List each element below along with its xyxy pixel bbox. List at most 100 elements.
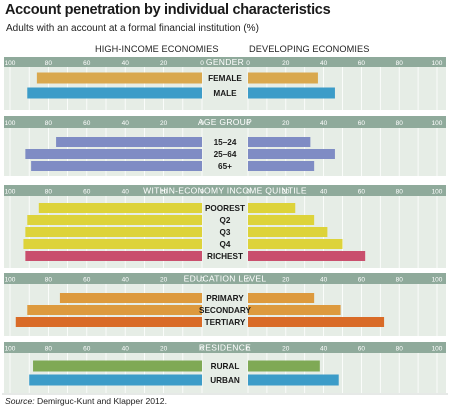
developing-bar <box>248 203 296 213</box>
group-band <box>4 185 446 196</box>
left-tick-label: 80 <box>45 60 53 67</box>
high-income-bar <box>27 215 203 225</box>
right-tick-label: 40 <box>320 60 328 67</box>
left-tick-label: 60 <box>83 60 91 67</box>
category-label: POOREST <box>205 204 245 213</box>
right-tick-label: 0 <box>246 189 250 196</box>
category-label: PRIMARY <box>206 294 244 303</box>
right-tick-label: 60 <box>358 60 366 67</box>
left-tick-label: 40 <box>122 189 130 196</box>
chart-subtitle: Adults with an account at a formal finan… <box>6 23 259 34</box>
left-tick-label: 100 <box>5 60 16 67</box>
group-title: AGE GROUP <box>198 117 252 127</box>
left-tick-label: 0 <box>200 189 204 196</box>
left-tick-label: 40 <box>122 277 130 284</box>
left-tick-label: 0 <box>200 277 204 284</box>
group-band <box>4 273 446 284</box>
left-tick-label: 80 <box>45 189 53 196</box>
right-tick-label: 20 <box>282 189 290 196</box>
high-income-header: HIGH-INCOME ECONOMIES <box>95 44 219 54</box>
developing-bar <box>248 293 315 303</box>
category-label: MALE <box>213 89 237 98</box>
category-label: RICHEST <box>207 252 243 261</box>
developing-bar <box>248 215 315 225</box>
category-label: Q4 <box>220 240 231 249</box>
left-tick-label: 80 <box>45 120 53 127</box>
high-income-bar <box>36 72 202 84</box>
left-tick-label: 20 <box>160 277 168 284</box>
left-tick-label: 60 <box>83 120 91 127</box>
right-tick-label: 80 <box>396 189 404 196</box>
high-income-bar <box>25 251 202 261</box>
right-tick-label: 60 <box>358 189 366 196</box>
left-tick-label: 0 <box>200 120 204 127</box>
high-income-bar <box>33 360 202 372</box>
left-tick-label: 80 <box>45 277 53 284</box>
high-income-bar <box>38 203 202 213</box>
right-tick-label: 80 <box>396 60 404 67</box>
left-tick-label: 20 <box>160 346 168 353</box>
left-tick-label: 40 <box>122 346 130 353</box>
right-tick-label: 40 <box>320 120 328 127</box>
left-tick-label: 100 <box>5 120 16 127</box>
category-label: URBAN <box>210 376 240 385</box>
right-tick-label: 100 <box>432 189 443 196</box>
left-tick-label: 60 <box>83 346 91 353</box>
right-tick-label: 100 <box>432 277 443 284</box>
high-income-bar <box>25 149 202 159</box>
left-tick-label: 20 <box>160 60 168 67</box>
chart-title: Account penetration by individual charac… <box>5 2 331 18</box>
category-label: Q3 <box>220 228 231 237</box>
developing-bar <box>248 149 335 159</box>
right-tick-label: 80 <box>396 346 404 353</box>
category-label: Q2 <box>220 216 231 225</box>
right-tick-label: 0 <box>246 60 250 67</box>
developing-bar <box>248 239 343 249</box>
left-tick-label: 20 <box>160 189 168 196</box>
category-label: 25–64 <box>214 150 237 159</box>
right-tick-label: 20 <box>282 60 290 67</box>
high-income-bar <box>23 239 202 249</box>
left-tick-label: 20 <box>160 120 168 127</box>
group-band <box>4 57 446 67</box>
left-tick-label: 60 <box>83 277 91 284</box>
left-tick-label: 40 <box>122 60 130 67</box>
right-tick-label: 40 <box>320 346 328 353</box>
left-tick-label: 0 <box>200 346 204 353</box>
right-tick-label: 100 <box>432 120 443 127</box>
category-label: RURAL <box>211 362 240 371</box>
right-tick-label: 0 <box>246 346 250 353</box>
group-title: EDUCATION LEVEL <box>184 274 267 284</box>
high-income-bar <box>27 305 203 315</box>
source-text: Demirguc-Kunt and Klapper 2012. <box>37 396 167 406</box>
right-tick-label: 60 <box>358 346 366 353</box>
right-tick-label: 100 <box>432 60 443 67</box>
right-tick-label: 60 <box>358 120 366 127</box>
left-tick-label: 40 <box>122 120 130 127</box>
category-label: 15–24 <box>214 138 237 147</box>
right-tick-label: 20 <box>282 346 290 353</box>
high-income-bar <box>27 87 203 99</box>
right-tick-label: 20 <box>282 120 290 127</box>
category-label: SECONDARY <box>199 306 252 315</box>
developing-header: DEVELOPING ECONOMIES <box>249 44 370 54</box>
developing-bar <box>248 72 318 84</box>
right-tick-label: 60 <box>358 277 366 284</box>
group-band <box>4 342 446 353</box>
right-tick-label: 20 <box>282 277 290 284</box>
right-tick-label: 0 <box>246 277 250 284</box>
right-tick-label: 0 <box>246 120 250 127</box>
high-income-bar <box>59 293 202 303</box>
left-tick-label: 100 <box>5 189 16 196</box>
category-label: 65+ <box>218 162 232 171</box>
high-income-bar <box>31 161 203 171</box>
source-note: Source: Demirguc-Kunt and Klapper 2012. <box>5 396 167 406</box>
left-tick-label: 100 <box>5 346 16 353</box>
group-title: GENDER <box>206 57 244 67</box>
group-title: RESIDENCE <box>199 343 251 353</box>
category-label: FEMALE <box>208 74 242 83</box>
right-tick-label: 100 <box>432 346 443 353</box>
developing-bar <box>248 374 339 386</box>
right-tick-label: 40 <box>320 189 328 196</box>
left-tick-label: 60 <box>83 189 91 196</box>
